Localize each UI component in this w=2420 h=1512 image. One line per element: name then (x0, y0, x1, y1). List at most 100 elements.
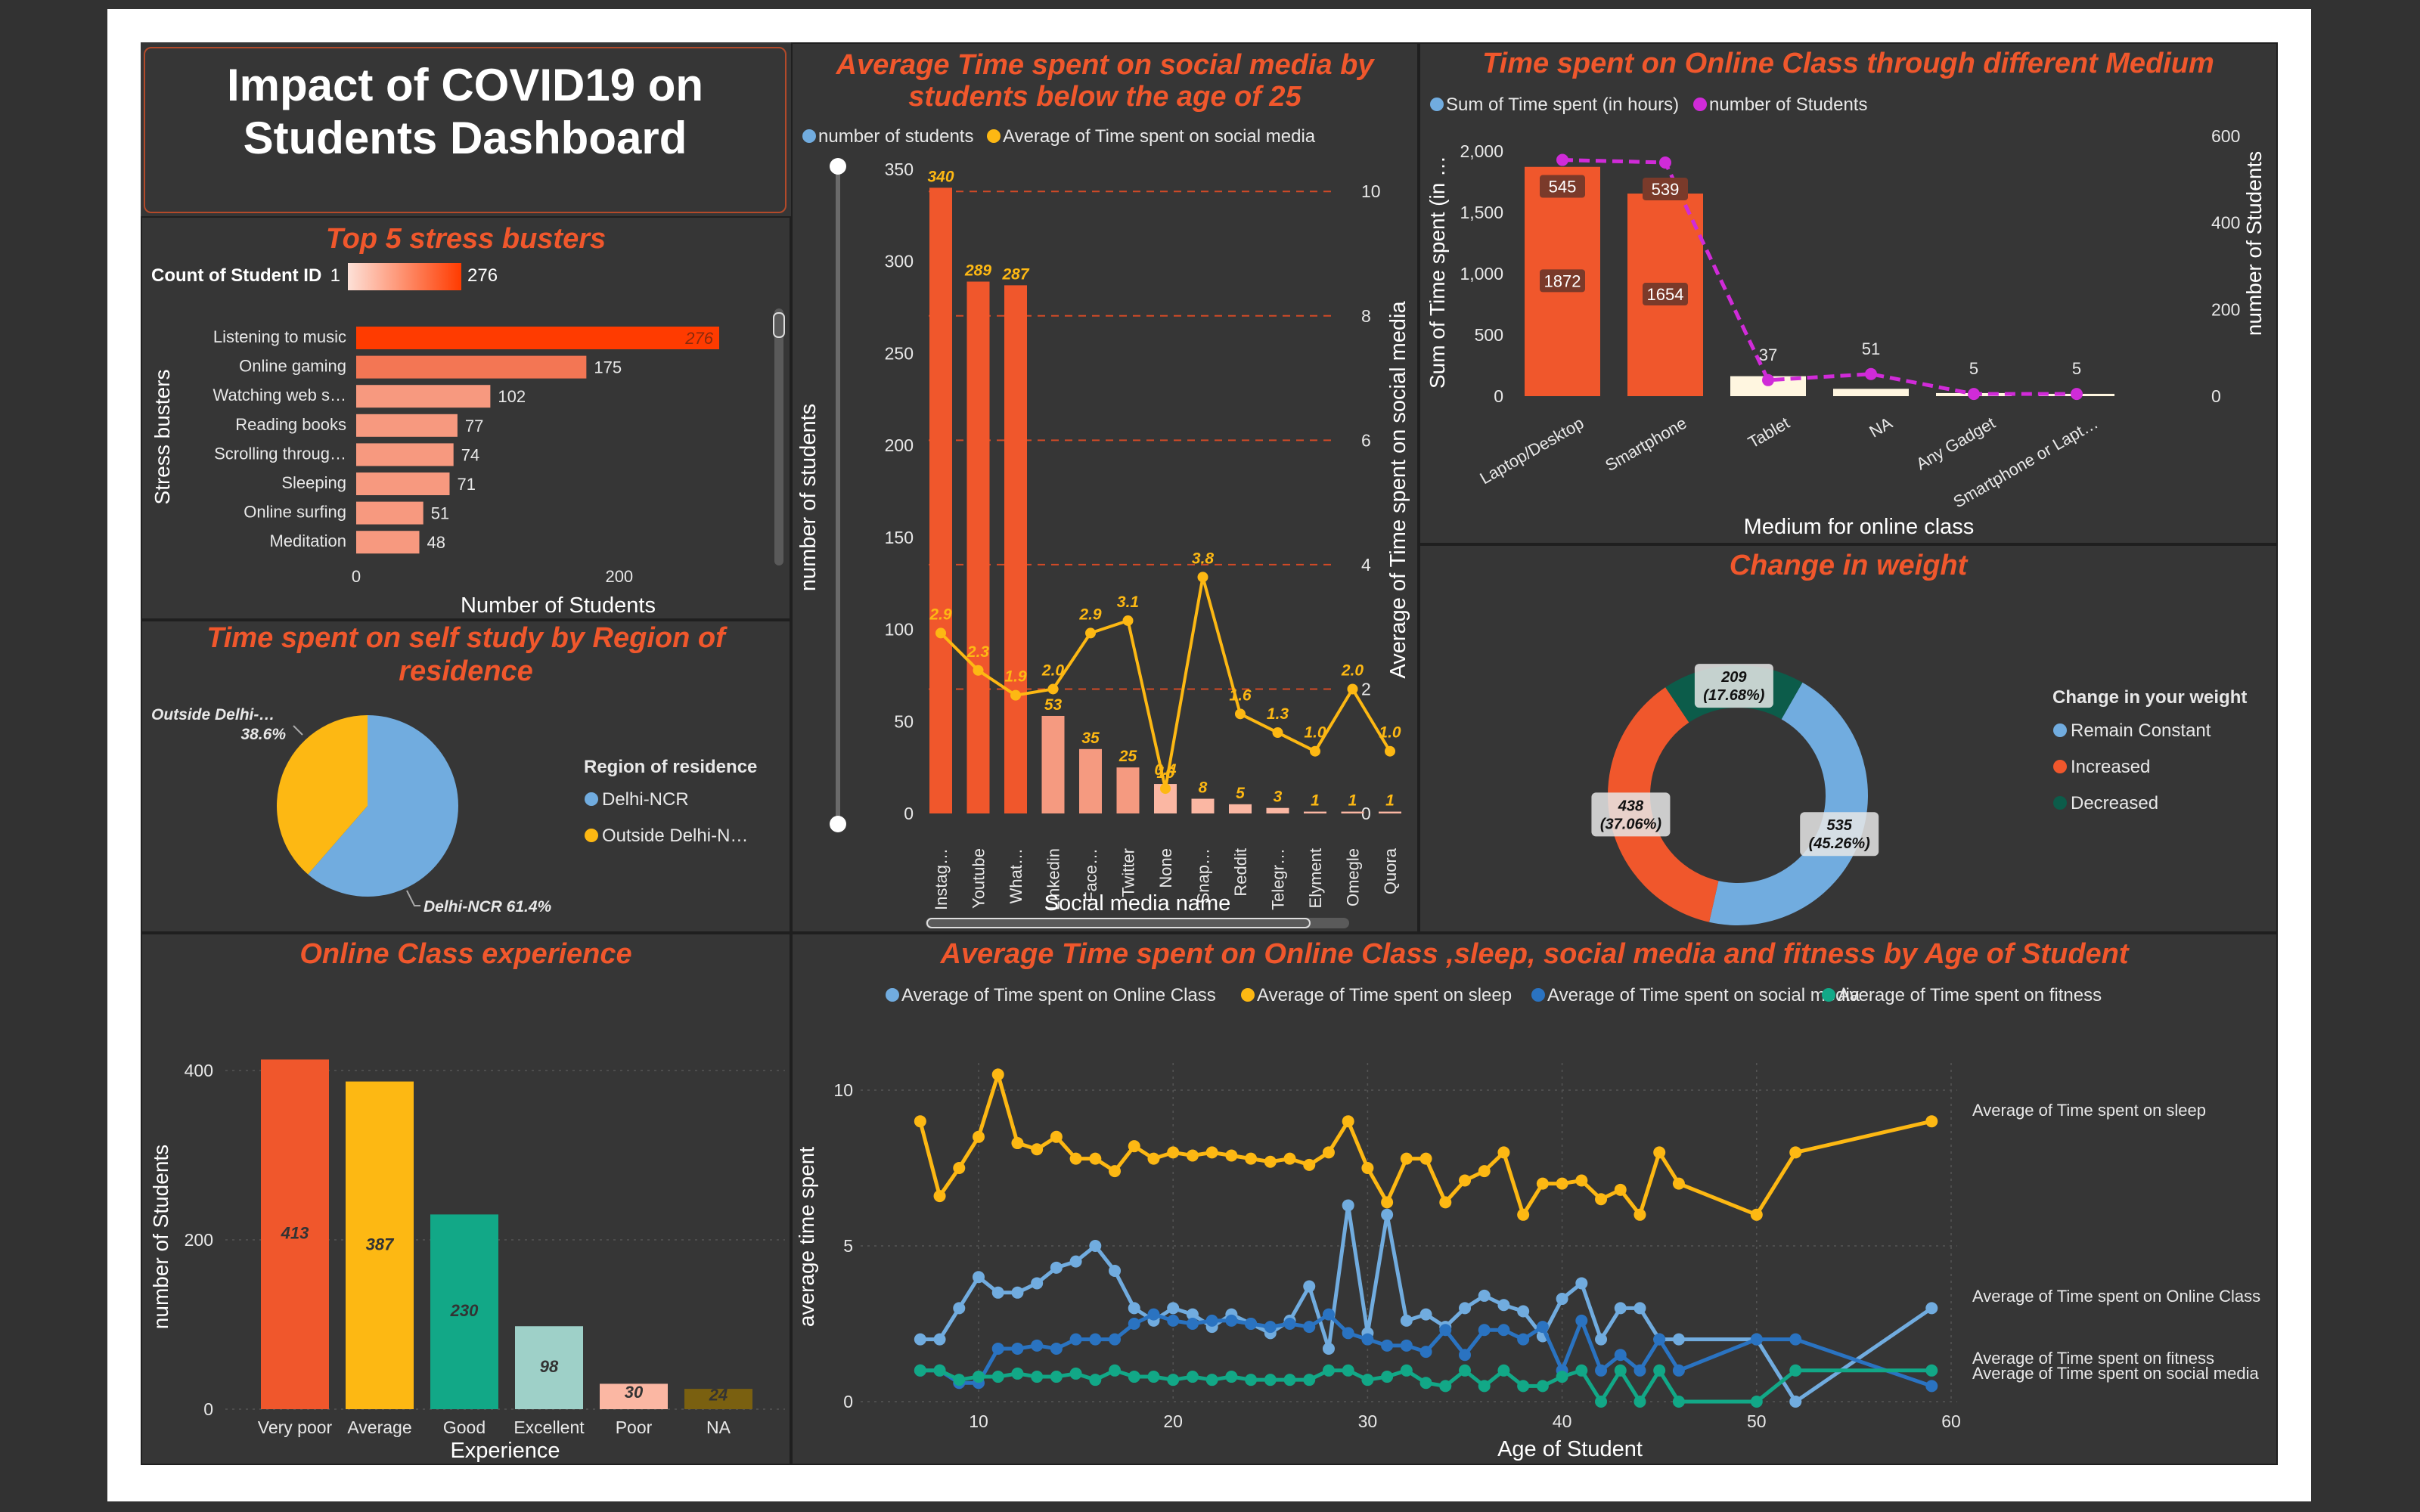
stress-bar (356, 414, 458, 437)
social-bar-label: 1 (1348, 792, 1357, 810)
social-bar (1266, 807, 1289, 813)
age-series-point (1672, 1177, 1685, 1190)
social-h-scrollbar-track[interactable] (926, 918, 1349, 928)
medium-right-axis-title: number of Students (2242, 151, 2266, 336)
age-series-point (1069, 1333, 1082, 1346)
age-series-point (1653, 1364, 1666, 1377)
stress-category-label: Listening to music (213, 327, 346, 346)
social-category-label: Instag… (932, 848, 951, 910)
experience-panel[interactable]: Online Class experience 0 200 400 413 Very p… (141, 933, 791, 1465)
age-series-point (1497, 1324, 1510, 1337)
experience-bar (515, 1326, 583, 1409)
age-end-label: Average of Time spent on Online Class (1972, 1287, 2260, 1306)
age-series-point (1400, 1314, 1413, 1327)
age-series-point (1536, 1177, 1549, 1190)
age-series-point (1419, 1308, 1432, 1321)
social-left-tick: 200 (885, 435, 914, 455)
age-series-point (1419, 1346, 1432, 1359)
experience-tick: 0 (203, 1399, 213, 1419)
pie-legend-label: Delhi-NCR (602, 789, 689, 810)
stress-x-axis-title: Number of Students (461, 593, 656, 618)
medium-students-point (1659, 156, 1671, 169)
social-h-scrollbar-thumb[interactable] (926, 918, 1311, 928)
stress-busters-panel[interactable]: Top 5 stress busters Count of Student ID… (141, 216, 791, 620)
stress-category-label: Watching web s… (213, 386, 346, 404)
age-series-point (1303, 1158, 1316, 1171)
age-panel[interactable]: Average Time spent on Online Class ,slee… (791, 933, 2278, 1465)
social-bar (1116, 767, 1140, 813)
range-slider-top-handle[interactable] (830, 158, 846, 175)
weight-panel[interactable]: Change in weight 535 (45.26%) 438 (37.06%) 2… (1419, 544, 2278, 933)
age-series-point (1186, 1371, 1199, 1383)
age-series-point (1283, 1374, 1296, 1387)
age-series-point (1614, 1183, 1627, 1196)
weight-legend-label: Increased (2071, 757, 2150, 777)
age-series-point (1186, 1149, 1199, 1162)
social-media-chart: number of students Average of Time spent … (796, 126, 1410, 928)
social-left-tick: 350 (885, 160, 914, 179)
age-series-point (1128, 1318, 1140, 1330)
social-avg-label: 2.3 (966, 643, 990, 661)
range-slider-bottom-handle[interactable] (830, 816, 846, 832)
age-series-point (1789, 1333, 1802, 1346)
medium-category-label: Laptop/Desktop (1477, 414, 1587, 488)
stress-scrollbar-track[interactable] (774, 308, 783, 565)
age-series-point (1147, 1308, 1160, 1321)
age-end-label: Average of Time spent on fitness (1972, 1349, 2214, 1368)
experience-bar (430, 1214, 498, 1409)
age-series-point (973, 1371, 985, 1383)
social-media-panel[interactable]: Average Time spent on social media by st… (791, 42, 1419, 933)
age-x-tick: 20 (1163, 1411, 1183, 1431)
weight-slice (1608, 687, 1719, 922)
age-series-point (1400, 1339, 1413, 1352)
social-avg-label: 2.0 (1341, 662, 1364, 679)
stress-scrollbar-thumb[interactable] (773, 312, 785, 338)
age-series-point (1556, 1177, 1568, 1190)
age-series-point (1128, 1302, 1140, 1315)
pie-slice (308, 715, 458, 897)
medium-students-point (1865, 367, 1877, 380)
stress-category-label: Online gaming (239, 357, 346, 376)
social-bar-label: 25 (1118, 748, 1137, 765)
age-series-point (1322, 1308, 1335, 1321)
age-chart: Average of Time spent on Online Class Ave… (795, 985, 2260, 1461)
age-series-point (1147, 1371, 1160, 1383)
age-series-point (1575, 1174, 1588, 1187)
age-legend-label: Average of Time spent on sleep (1257, 985, 1512, 1005)
age-x-tick: 60 (1941, 1411, 1961, 1431)
age-series-point (1575, 1364, 1588, 1377)
medium-left-tick: 1,500 (1460, 203, 1503, 222)
weight-legend-label: Remain Constant (2071, 720, 2211, 741)
medium-panel[interactable]: Time spent on Online Class through diffe… (1419, 42, 2278, 544)
age-series-point (1750, 1333, 1763, 1346)
age-series-point (1497, 1299, 1510, 1312)
age-series-point (1614, 1364, 1627, 1377)
stress-tick-200: 200 (605, 567, 633, 586)
age-series-point (1381, 1196, 1394, 1209)
social-right-tick: 10 (1361, 181, 1381, 201)
age-series-point (1595, 1364, 1608, 1377)
pie-leader-delhi (406, 890, 420, 906)
age-series-point (1419, 1377, 1432, 1390)
pie-label-delhi: Delhi-NCR 61.4% (424, 898, 552, 916)
medium-right-tick: 200 (2211, 299, 2240, 319)
social-avg-label: 3.1 (1117, 593, 1139, 611)
age-end-label: Average of Time spent on social media (1972, 1364, 2259, 1383)
age-series-point (953, 1302, 966, 1315)
weight-slice-label: 535 (1827, 817, 1853, 834)
age-series-point (1031, 1277, 1044, 1290)
social-avg-label: 1.3 (1267, 705, 1289, 723)
self-study-panel[interactable]: Time spent on self study by Region of re… (141, 620, 791, 933)
age-series-point (1011, 1342, 1024, 1355)
age-series-point (1614, 1349, 1627, 1362)
experience-bar-label: 387 (366, 1235, 395, 1253)
age-series-point (1439, 1380, 1452, 1393)
pie-legend-title: Region of residence (584, 757, 757, 777)
medium-students-label: 51 (1862, 339, 1880, 358)
social-left-tick: 100 (885, 620, 914, 640)
age-series-point (1459, 1364, 1471, 1377)
stress-bar (356, 385, 491, 408)
age-series-point (1459, 1302, 1471, 1315)
medium-bar (1833, 389, 1909, 396)
social-bar (1041, 715, 1065, 813)
